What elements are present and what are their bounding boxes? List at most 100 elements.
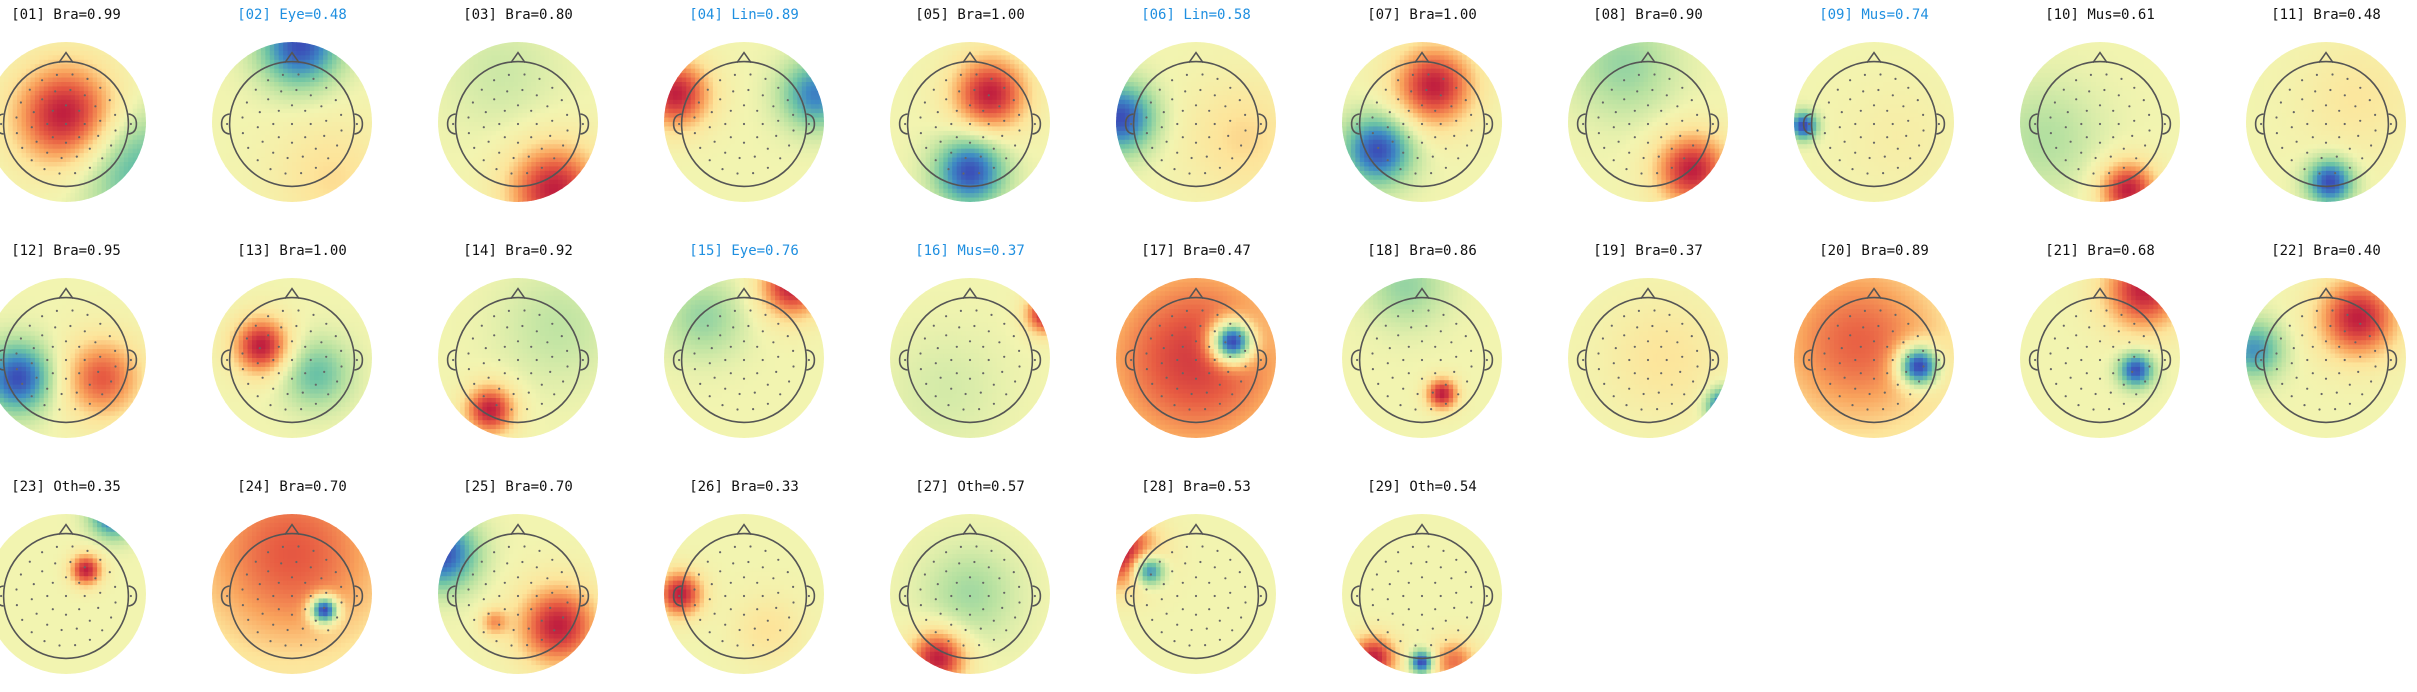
- component-topomap: [11] Bra=0.48: [2213, 6, 2417, 220]
- component-label: [26] Bra=0.33: [631, 478, 857, 496]
- component-label: [04] Lin=0.89: [631, 6, 857, 24]
- component-label: [12] Bra=0.95: [0, 242, 179, 260]
- scalp-map: [0, 260, 179, 456]
- component-label: [01] Bra=0.99: [0, 6, 179, 24]
- scalp-map: [0, 496, 179, 692]
- component-topomap: [15] Eye=0.76: [631, 242, 857, 456]
- component-label: [11] Bra=0.48: [2213, 6, 2417, 24]
- component-topomap: [19] Bra=0.37: [1535, 242, 1761, 456]
- component-label: [10] Mus=0.61: [1987, 6, 2213, 24]
- component-label: [22] Bra=0.40: [2213, 242, 2417, 260]
- component-topomap: [17] Bra=0.47: [1083, 242, 1309, 456]
- component-topomap: [05] Bra=1.00: [857, 6, 1083, 220]
- field-heatmap: [890, 278, 1051, 439]
- field-heatmap: [1568, 42, 1729, 203]
- field-heatmap: [438, 514, 599, 675]
- component-label: [03] Bra=0.80: [405, 6, 631, 24]
- component-label: [28] Bra=0.53: [1083, 478, 1309, 496]
- field-heatmap: [2020, 278, 2181, 439]
- component-label: [08] Bra=0.90: [1535, 6, 1761, 24]
- component-topomap: [27] Oth=0.57: [857, 478, 1083, 692]
- scalp-map: [0, 24, 179, 220]
- field-heatmap: [0, 278, 147, 439]
- field-heatmap: [1342, 514, 1503, 675]
- field-heatmap: [438, 278, 599, 439]
- component-label: [25] Bra=0.70: [405, 478, 631, 496]
- scalp-map: [1761, 260, 1987, 456]
- component-topomap: [28] Bra=0.53: [1083, 478, 1309, 692]
- field-heatmap: [664, 42, 825, 203]
- scalp-map: [179, 496, 405, 692]
- component-label: [29] Oth=0.54: [1309, 478, 1535, 496]
- component-label: [17] Bra=0.47: [1083, 242, 1309, 260]
- scalp-map: [631, 24, 857, 220]
- component-label: [27] Oth=0.57: [857, 478, 1083, 496]
- field-heatmap: [890, 514, 1051, 675]
- component-topomap: [18] Bra=0.86: [1309, 242, 1535, 456]
- field-heatmap: [2020, 42, 2181, 203]
- field-heatmap: [1342, 42, 1503, 203]
- scalp-map: [1309, 260, 1535, 456]
- scalp-map: [405, 24, 631, 220]
- scalp-map: [2213, 260, 2417, 456]
- component-label: [07] Bra=1.00: [1309, 6, 1535, 24]
- scalp-map: [1761, 24, 1987, 220]
- field-heatmap: [0, 514, 147, 675]
- scalp-map: [857, 496, 1083, 692]
- component-label: [02] Eye=0.48: [179, 6, 405, 24]
- component-label: [06] Lin=0.58: [1083, 6, 1309, 24]
- component-topomap: [13] Bra=1.00: [179, 242, 405, 456]
- component-topomap: [07] Bra=1.00: [1309, 6, 1535, 220]
- component-label: [24] Bra=0.70: [179, 478, 405, 496]
- component-label: [15] Eye=0.76: [631, 242, 857, 260]
- field-heatmap: [212, 42, 373, 203]
- component-topomap: [02] Eye=0.48: [179, 6, 405, 220]
- component-label: [23] Oth=0.35: [0, 478, 179, 496]
- field-heatmap: [664, 514, 825, 675]
- component-label: [05] Bra=1.00: [857, 6, 1083, 24]
- component-topomap: [10] Mus=0.61: [1987, 6, 2213, 220]
- field-heatmap: [890, 42, 1051, 203]
- field-heatmap: [438, 42, 599, 203]
- scalp-map: [405, 260, 631, 456]
- component-label: [13] Bra=1.00: [179, 242, 405, 260]
- component-topomap: [23] Oth=0.35: [0, 478, 179, 692]
- component-topomap: [06] Lin=0.58: [1083, 6, 1309, 220]
- field-heatmap: [212, 514, 373, 675]
- scalp-map: [1309, 24, 1535, 220]
- component-topomap: [26] Bra=0.33: [631, 478, 857, 692]
- scalp-map: [179, 24, 405, 220]
- component-topomap: [25] Bra=0.70: [405, 478, 631, 692]
- scalp-map: [1083, 496, 1309, 692]
- component-topomap: [12] Bra=0.95: [0, 242, 179, 456]
- scalp-map: [1083, 24, 1309, 220]
- component-label: [20] Bra=0.89: [1761, 242, 1987, 260]
- scalp-map: [1987, 24, 2213, 220]
- field-heatmap: [1794, 278, 1955, 439]
- field-heatmap: [2246, 278, 2407, 439]
- component-topomap: [20] Bra=0.89: [1761, 242, 1987, 456]
- component-topomap: [08] Bra=0.90: [1535, 6, 1761, 220]
- component-label: [16] Mus=0.37: [857, 242, 1083, 260]
- component-topomap: [29] Oth=0.54: [1309, 478, 1535, 692]
- field-heatmap: [2246, 42, 2407, 203]
- component-label: [14] Bra=0.92: [405, 242, 631, 260]
- scalp-map: [1987, 260, 2213, 456]
- component-topomap: [22] Bra=0.40: [2213, 242, 2417, 456]
- field-heatmap: [1568, 278, 1729, 439]
- component-label: [19] Bra=0.37: [1535, 242, 1761, 260]
- component-topomap: [24] Bra=0.70: [179, 478, 405, 692]
- scalp-map: [1535, 24, 1761, 220]
- field-heatmap: [664, 278, 825, 439]
- field-heatmap: [212, 278, 373, 439]
- component-topomap: [01] Bra=0.99: [0, 6, 179, 220]
- component-topomap: [03] Bra=0.80: [405, 6, 631, 220]
- field-heatmap: [1342, 278, 1503, 439]
- component-topomap: [21] Bra=0.68: [1987, 242, 2213, 456]
- field-heatmap: [0, 42, 147, 203]
- scalp-map: [631, 260, 857, 456]
- component-topomap: [14] Bra=0.92: [405, 242, 631, 456]
- topomap-grid: [01] Bra=0.99[02] Eye=0.48[03] Bra=0.80[…: [0, 0, 2417, 662]
- scalp-map: [631, 496, 857, 692]
- component-topomap: [09] Mus=0.74: [1761, 6, 1987, 220]
